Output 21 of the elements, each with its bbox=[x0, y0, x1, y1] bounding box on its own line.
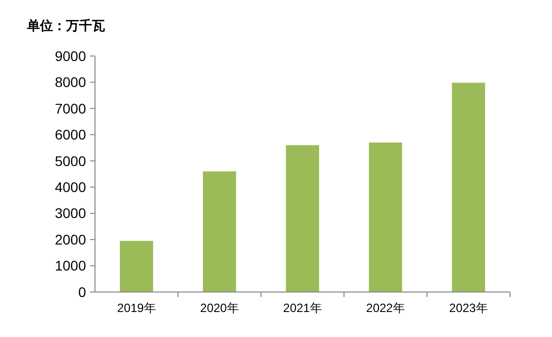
bar bbox=[202, 171, 236, 292]
bar bbox=[120, 240, 154, 292]
bar bbox=[452, 82, 486, 292]
bar bbox=[368, 142, 402, 292]
y-tick-label: 5000 bbox=[54, 152, 86, 169]
y-tick-label: 7000 bbox=[54, 100, 86, 116]
y-tick-label: 8000 bbox=[54, 74, 86, 90]
y-tick-label: 0 bbox=[78, 284, 86, 300]
x-tick-label: 2022年 bbox=[366, 301, 405, 315]
y-tick-label: 4000 bbox=[54, 179, 86, 196]
y-tick-label: 6000 bbox=[54, 126, 86, 143]
y-tick-label: 2000 bbox=[54, 231, 86, 248]
x-tick-label: 2021年 bbox=[283, 301, 322, 315]
x-tick-label: 2023年 bbox=[449, 301, 488, 315]
y-tick-label: 3000 bbox=[54, 205, 86, 222]
x-tick-label: 2020年 bbox=[200, 301, 239, 315]
bar bbox=[286, 145, 320, 292]
y-axis-title: 单位：万千瓦 bbox=[26, 18, 105, 33]
y-tick-label: 9000 bbox=[54, 48, 86, 64]
y-tick-label: 1000 bbox=[54, 258, 86, 274]
x-tick-label: 2019年 bbox=[117, 301, 156, 315]
